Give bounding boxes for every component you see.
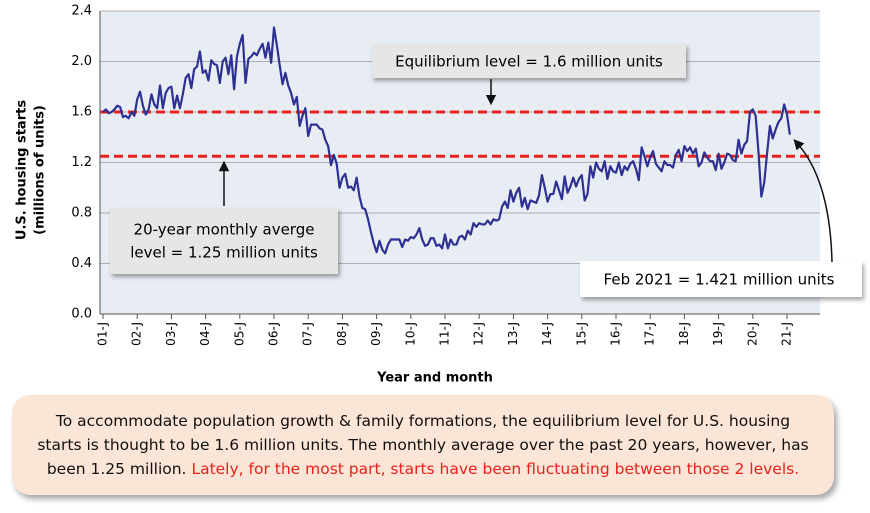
- y-tick-label: 1.6: [71, 105, 92, 120]
- x-tick-label: 04-J: [198, 322, 212, 346]
- x-tick-label: 09-J: [369, 322, 383, 346]
- x-tick-label: 18-J: [677, 322, 691, 346]
- x-tick-label: 21-J: [780, 322, 794, 346]
- x-tick-label: 06-J: [267, 322, 281, 346]
- annotation-box: [110, 208, 338, 274]
- x-tick-label: 03-J: [164, 322, 178, 346]
- y-tick-label: 0.8: [71, 206, 92, 221]
- annotation-box: [580, 261, 862, 297]
- x-tick-label: 17-J: [643, 322, 657, 346]
- x-tick-label: 05-J: [232, 322, 246, 346]
- x-tick-label: 13-J: [506, 322, 520, 346]
- y-tick-label: 0.4: [71, 256, 92, 271]
- annotation-box: [372, 44, 686, 78]
- x-axis-label: Year and month: [376, 371, 493, 386]
- note-highlight: Lately, for the most part, starts have b…: [191, 460, 800, 478]
- annotation: Equilibrium level = 1.6 million units: [395, 53, 663, 71]
- x-tick-label: 20-J: [745, 322, 759, 346]
- note-text: To accommodate population growth & famil…: [37, 412, 809, 478]
- chart: U.S. housing starts (millions of units) …: [15, 4, 862, 386]
- x-tick-label: 02-J: [130, 322, 144, 346]
- y-tick-label: 2.0: [71, 54, 92, 69]
- x-tick-label: 10-J: [403, 322, 417, 346]
- x-tick-label: 08-J: [335, 322, 349, 346]
- note-box: To accommodate population growth & famil…: [12, 395, 834, 495]
- data-line: [102, 26, 791, 255]
- y-tick-label: 2.4: [71, 4, 92, 19]
- annotation: 20-year monthly averge: [134, 221, 315, 239]
- x-tick-label: 07-J: [301, 322, 315, 346]
- x-tick-label: 19-J: [711, 322, 725, 346]
- y-tick-label: 1.2: [71, 155, 92, 170]
- x-tick-label: 11-J: [438, 322, 452, 346]
- x-tick-label: 01-J: [96, 322, 110, 346]
- y-tick-label: 0.0: [71, 307, 92, 322]
- arrow: [793, 139, 833, 263]
- x-tick-label: 12-J: [472, 322, 486, 346]
- x-tick-label: 16-J: [609, 322, 623, 346]
- y-axis-label: U.S. housing starts: [15, 100, 30, 240]
- x-tick-label: 14-J: [540, 322, 554, 346]
- annotation: level = 1.25 million units: [130, 244, 318, 262]
- annotation: Feb 2021 = 1.421 million units: [604, 271, 835, 289]
- y-axis-label: (millions of units): [33, 105, 48, 235]
- x-tick-label: 15-J: [574, 322, 588, 346]
